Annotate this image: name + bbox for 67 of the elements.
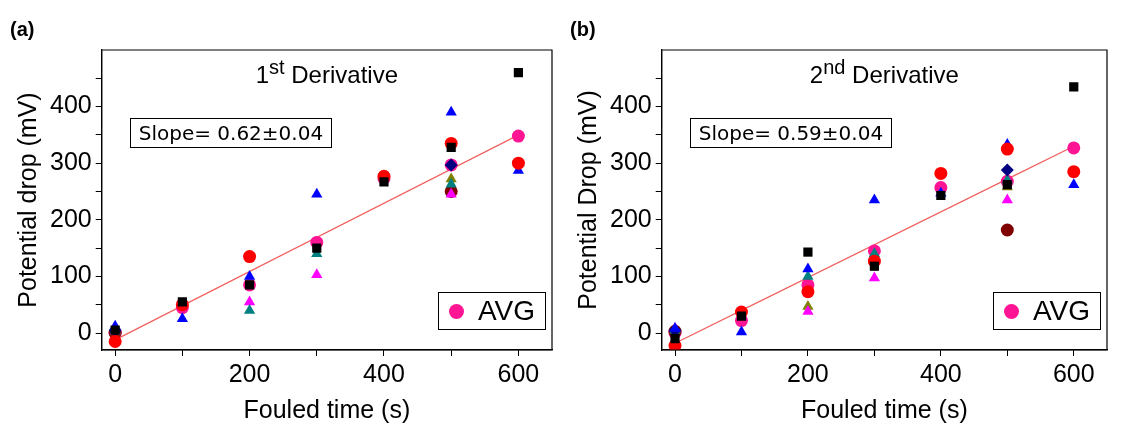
point [379, 177, 389, 187]
x-tick-label: 600 [1052, 358, 1095, 387]
point [803, 247, 813, 257]
point [1067, 141, 1081, 155]
legend-label: AVG [1032, 295, 1090, 327]
point [802, 262, 814, 273]
point [445, 177, 457, 188]
legend-label: AVG [477, 295, 535, 327]
point [243, 250, 257, 264]
point [446, 142, 456, 152]
y-tick-label: 400 [609, 90, 652, 119]
x-axis-title: Fouled time (s) [243, 394, 411, 423]
point [670, 334, 680, 344]
point [735, 325, 748, 336]
text: (a) [10, 18, 35, 41]
x-tick-label: 400 [919, 358, 962, 387]
y-tick-label: 0 [637, 316, 652, 345]
x-tick-label: 400 [363, 358, 405, 387]
x-tick-label: 0 [668, 358, 682, 387]
point [801, 285, 815, 299]
point [868, 271, 881, 282]
y-tick-label: 300 [49, 147, 92, 176]
y-tick-label: 100 [609, 260, 652, 289]
annotation: Slope= 0.59±0.04 [689, 118, 893, 148]
point [513, 68, 523, 78]
point [736, 311, 747, 321]
y-tick-label: 0 [77, 316, 92, 345]
point [243, 303, 256, 314]
x-tick-label: 0 [108, 358, 123, 387]
point [869, 261, 879, 271]
x-tick-label: 200 [228, 358, 271, 387]
point [1000, 163, 1014, 177]
point [868, 193, 881, 204]
point [311, 187, 323, 198]
point [511, 129, 525, 143]
point [802, 305, 814, 315]
point [1001, 193, 1013, 204]
y-tick-label: 300 [609, 147, 652, 176]
point [108, 335, 122, 349]
point [311, 268, 323, 278]
point [934, 166, 948, 180]
y-tick-label: 400 [49, 90, 92, 119]
y-axis-title: Potential drop (mV) [12, 92, 41, 308]
y-axis-title: Potential Drop (mV) [572, 90, 601, 310]
text: (b) [570, 18, 596, 41]
y-tick-label: 100 [49, 260, 92, 289]
y-tick-label: 200 [49, 203, 92, 232]
point [176, 312, 188, 323]
point [1069, 82, 1079, 92]
point [936, 190, 946, 201]
point [1000, 142, 1014, 156]
point [445, 105, 457, 116]
annotation: Slope= 0.62±0.04 [129, 118, 333, 148]
point [177, 297, 187, 307]
x-tick-label: 600 [497, 358, 540, 387]
x-tick-label: 200 [787, 358, 829, 387]
point [243, 269, 256, 280]
point [1068, 178, 1080, 188]
y-tick-label: 200 [609, 203, 652, 232]
point [312, 243, 322, 253]
point [1000, 223, 1014, 237]
chart-title: 1$^{st}$ Derivative [254, 56, 399, 89]
point [1067, 165, 1081, 179]
chart-title: 2$^{nd}$ Derivative [808, 56, 960, 89]
point [511, 156, 525, 170]
x-axis-title: Fouled time (s) [801, 394, 968, 423]
point [243, 295, 256, 306]
